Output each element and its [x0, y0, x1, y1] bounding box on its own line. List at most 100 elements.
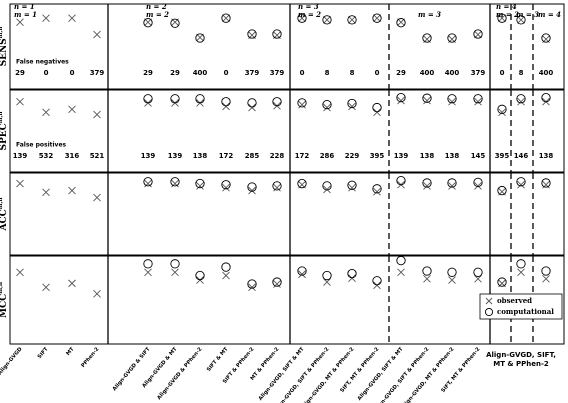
marker-observed — [373, 187, 381, 196]
marker-observed — [323, 185, 331, 194]
marker-observed — [171, 268, 179, 277]
marker-computational — [372, 276, 382, 286]
marker-observed — [93, 110, 101, 119]
y-axis-label: MCCm,n — [0, 282, 9, 318]
marker-observed — [348, 183, 356, 192]
marker-computational — [473, 94, 483, 104]
marker-observed — [348, 102, 356, 111]
count-value: 379 — [270, 69, 285, 77]
marker-computational — [143, 18, 153, 28]
group-m-label: m = 1 — [14, 10, 37, 19]
marker-computational — [422, 93, 432, 103]
marker-computational — [396, 92, 406, 103]
count-value: 172 — [295, 152, 310, 160]
panel-frame — [9, 3, 565, 90]
marker-computational — [322, 181, 332, 191]
count-value: 138 — [193, 152, 208, 160]
marker-observed — [16, 18, 24, 26]
y-axis-label-main: SENS — [0, 38, 9, 66]
marker-observed — [397, 18, 405, 26]
count-value: 400 — [445, 69, 460, 77]
count-value: 29 — [396, 69, 406, 77]
count-value: 139 — [141, 152, 156, 160]
marker-observed — [144, 18, 152, 26]
count-value: 400 — [193, 69, 208, 77]
marker-observed — [68, 279, 76, 288]
marker-computational — [372, 102, 382, 113]
marker-computational — [347, 268, 357, 279]
count-value: 0 — [500, 69, 505, 77]
marker-computational — [497, 185, 507, 196]
count-value: 400 — [420, 69, 435, 77]
marker-computational — [221, 97, 231, 107]
marker-computational — [396, 18, 406, 28]
marker-computational — [143, 94, 153, 104]
marker-observed — [517, 16, 525, 24]
count-label: False positives — [16, 142, 67, 149]
marker-observed — [144, 268, 152, 277]
marker-observed — [323, 16, 331, 24]
marker-computational — [447, 94, 457, 104]
x-tick-label: Align-GVGD, SIFT & MT — [357, 346, 405, 402]
marker-observed — [248, 186, 256, 195]
count-value: 379 — [245, 69, 260, 77]
marker-computational — [221, 180, 231, 190]
marker-computational — [195, 33, 205, 43]
count-value: 29 — [170, 69, 180, 77]
marker-computational — [247, 29, 257, 39]
marker-computational — [347, 98, 357, 109]
marker-computational — [297, 98, 307, 108]
count-value: 286 — [320, 152, 335, 160]
marker-computational — [247, 98, 257, 108]
marker-observed — [517, 180, 525, 189]
marker-observed — [397, 268, 405, 277]
x-tick-label: PPhen-2 — [80, 346, 100, 369]
count-value: 8 — [519, 69, 524, 77]
group-n-label: n = 2 — [146, 2, 167, 11]
marker-computational — [422, 266, 432, 276]
marker-observed — [248, 283, 256, 292]
legend-marker — [484, 307, 494, 317]
marker-observed — [298, 100, 306, 109]
x-tick-label: Align-GVGD — [0, 346, 24, 376]
group-n-label: n = 4 — [496, 2, 517, 11]
marker-computational — [322, 15, 332, 25]
count-value: 172 — [219, 152, 234, 160]
count-value: 0 — [44, 69, 49, 77]
marker-observed — [423, 96, 431, 105]
marker-observed — [16, 179, 24, 188]
marker-observed — [517, 97, 525, 106]
marker-observed — [474, 97, 482, 106]
marker-observed — [93, 289, 101, 298]
marker-observed — [498, 14, 506, 22]
marker-computational — [447, 33, 457, 43]
y-axis-label: ACCm,n — [0, 197, 9, 231]
marker-computational — [272, 97, 282, 107]
marker-observed — [273, 183, 281, 192]
marker-observed — [273, 280, 281, 288]
marker-computational — [447, 267, 457, 277]
marker-observed — [42, 188, 50, 197]
marker-computational — [297, 13, 307, 23]
marker-computational — [143, 177, 153, 187]
marker-computational — [541, 266, 551, 276]
group-n-label: n = 1 — [14, 2, 35, 11]
marker-observed — [348, 16, 356, 24]
count-value: 395 — [370, 152, 385, 160]
marker-observed — [373, 108, 381, 117]
count-value: 139 — [394, 152, 409, 160]
panel-frame — [9, 89, 565, 173]
count-value: 316 — [65, 152, 80, 160]
legend-marker — [485, 297, 493, 305]
marker-computational — [473, 177, 483, 188]
marker-computational — [272, 277, 282, 287]
marker-computational — [396, 175, 406, 186]
y-axis-label-sup: m,n — [0, 27, 4, 39]
marker-observed — [397, 96, 405, 105]
marker-observed — [323, 103, 331, 112]
marker-observed — [423, 182, 431, 190]
marker-observed — [248, 103, 256, 112]
count-value: 521 — [90, 152, 105, 160]
y-axis-label: SENSm,n — [0, 27, 9, 67]
